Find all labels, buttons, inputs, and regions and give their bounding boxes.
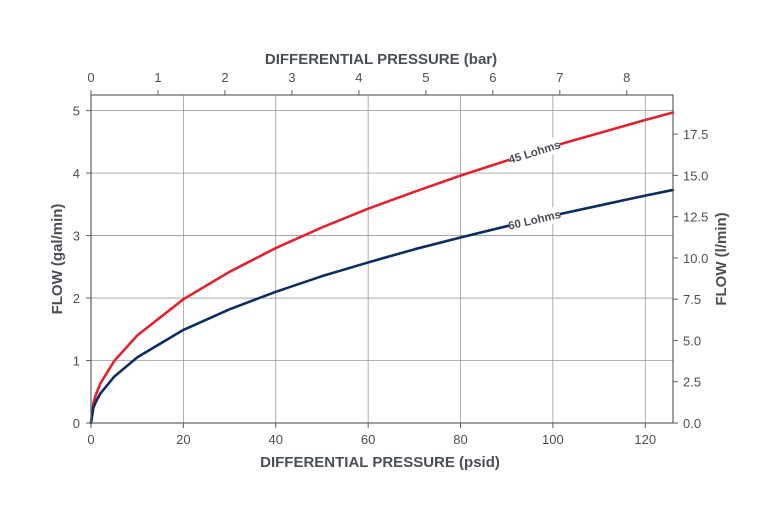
curve-label-group: 60 Lohms [507, 206, 562, 234]
top-tick-label: 8 [623, 70, 630, 85]
right-axis-ticks: 0.0 2.5 5.0 7.5 10.0 12.5 15.0 17.5 [673, 127, 708, 431]
right-tick-label: 2.5 [683, 375, 701, 390]
top-tick-label: 0 [87, 70, 94, 85]
top-axis-title: DIFFERENTIAL PRESSURE (bar) [265, 51, 497, 68]
top-tick-label: 7 [556, 70, 563, 85]
right-tick-label: 5.0 [683, 333, 701, 348]
bottom-tick-label: 100 [542, 432, 564, 447]
left-tick-label: 4 [73, 166, 80, 181]
left-tick-label: 5 [73, 104, 80, 119]
right-tick-label: 10.0 [683, 251, 708, 266]
grid [91, 95, 673, 423]
right-tick-label: 15.0 [683, 168, 708, 183]
curve-label-background [507, 136, 562, 168]
bottom-axis-ticks: 0 20 40 60 80 100 120 [87, 423, 656, 447]
top-tick-label: 3 [288, 70, 295, 85]
bottom-tick-label: 80 [453, 432, 467, 447]
series-curves [89, 111, 675, 425]
bottom-tick-label: 0 [87, 432, 94, 447]
bottom-tick-label: 60 [361, 432, 375, 447]
right-tick-label: 7.5 [683, 292, 701, 307]
plot-frame [90, 94, 674, 424]
left-tick-label: 3 [73, 229, 80, 244]
left-axis-title: FLOW (gal/min) [49, 204, 66, 315]
left-tick-label: 2 [73, 291, 80, 306]
right-tick-label: 17.5 [683, 127, 708, 142]
left-tick-label: 0 [73, 416, 80, 431]
top-tick-label: 4 [355, 70, 362, 85]
curve-label-background [507, 206, 562, 234]
series-line-60-lohms [89, 188, 675, 425]
right-axis-title: FLOW (l/min) [713, 212, 730, 305]
bottom-tick-label: 20 [176, 432, 190, 447]
top-tick-label: 2 [221, 70, 228, 85]
curve-label-group: 45 Lohms [507, 136, 562, 168]
right-tick-label: 0.0 [683, 416, 701, 431]
bottom-axis-title: DIFFERENTIAL PRESSURE (psid) [260, 454, 500, 471]
curve-label-45-lohms: 45 Lohms [507, 139, 562, 166]
bottom-tick-label: 120 [634, 432, 656, 447]
right-tick-label: 12.5 [683, 210, 708, 225]
series-line-45-lohms [89, 111, 675, 425]
top-tick-label: 6 [489, 70, 496, 85]
top-axis-ticks: 0 1 2 3 4 5 6 7 8 [87, 70, 630, 95]
curve-labels: 45 Lohms 60 Lohms [507, 136, 562, 234]
left-axis-ticks: 0 1 2 3 4 5 [73, 104, 91, 431]
bottom-tick-label: 40 [269, 432, 283, 447]
left-tick-label: 1 [73, 354, 80, 369]
top-tick-label: 1 [154, 70, 161, 85]
top-tick-label: 5 [422, 70, 429, 85]
